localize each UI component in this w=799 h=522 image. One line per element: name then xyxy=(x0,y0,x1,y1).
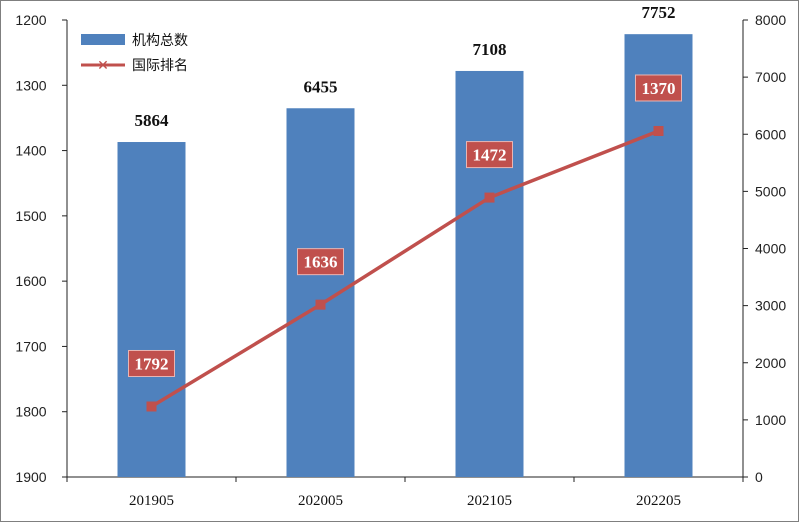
rank-point xyxy=(653,125,664,136)
bar-value-label: 7108 xyxy=(473,40,507,59)
left-tick-label: 1400 xyxy=(15,143,46,159)
right-tick-label: 0 xyxy=(755,469,763,485)
rank-value-label: 1370 xyxy=(642,79,676,98)
legend-swatch-marker: ✕ xyxy=(97,58,109,74)
right-tick-label: 6000 xyxy=(755,126,786,142)
left-tick-label: 1900 xyxy=(15,469,46,485)
bar xyxy=(286,108,355,478)
category-label: 201905 xyxy=(129,493,174,509)
legend-label-line: 国际排名 xyxy=(132,58,188,74)
line-series xyxy=(146,125,664,412)
right-tick-label: 1000 xyxy=(755,412,786,428)
bar xyxy=(624,34,693,478)
bar xyxy=(455,70,524,477)
rank-line xyxy=(150,129,660,408)
left-axis-ticks: 1200 1300 1400 1500 1600 1700 1800 1900 xyxy=(15,12,67,485)
right-tick-label: 5000 xyxy=(755,183,786,199)
left-tick-label: 1700 xyxy=(15,338,46,354)
rank-value-label: 1636 xyxy=(304,253,338,272)
legend-swatch-bar xyxy=(81,34,125,45)
bar xyxy=(117,142,186,478)
right-axis-ticks: 0 1000 2000 3000 4000 5000 6000 7000 8000 xyxy=(743,12,786,485)
right-tick-label: 4000 xyxy=(755,241,786,257)
rank-point xyxy=(315,299,326,310)
bar-value-label: 7752 xyxy=(642,3,676,22)
rank-label-box xyxy=(635,74,682,102)
right-tick-label: 8000 xyxy=(755,12,786,28)
category-axis-ticks: 201905 202005 202105 202205 xyxy=(66,477,744,509)
left-tick-label: 1600 xyxy=(15,273,46,289)
rank-point xyxy=(484,192,495,203)
left-tick-label: 1800 xyxy=(15,404,46,420)
right-tick-label: 3000 xyxy=(755,298,786,314)
rank-label-box xyxy=(466,141,513,169)
right-tick-label: 7000 xyxy=(755,69,786,85)
category-label: 202205 xyxy=(636,493,681,509)
bar-data-labels: 5864 6455 7108 7752 xyxy=(135,3,676,130)
legend: 机构总数 ✕ 国际排名 xyxy=(81,33,188,74)
right-tick-label: 2000 xyxy=(755,355,786,371)
rank-point xyxy=(146,401,157,412)
legend-label-bar: 机构总数 xyxy=(132,33,188,49)
line-data-labels: 1792 1636 1472 1370 xyxy=(128,74,682,377)
category-label: 202105 xyxy=(467,493,512,509)
rank-label-box xyxy=(297,248,344,276)
bar-series xyxy=(117,34,693,478)
bar-value-label: 6455 xyxy=(304,77,338,96)
left-tick-label: 1200 xyxy=(15,12,46,28)
rank-value-label: 1792 xyxy=(135,354,169,373)
rank-label-box xyxy=(128,349,175,377)
left-tick-label: 1500 xyxy=(15,208,46,224)
rank-value-label: 1472 xyxy=(473,146,507,165)
bar-value-label: 5864 xyxy=(135,111,170,130)
category-label: 202005 xyxy=(298,493,343,509)
left-tick-label: 1300 xyxy=(15,77,46,93)
